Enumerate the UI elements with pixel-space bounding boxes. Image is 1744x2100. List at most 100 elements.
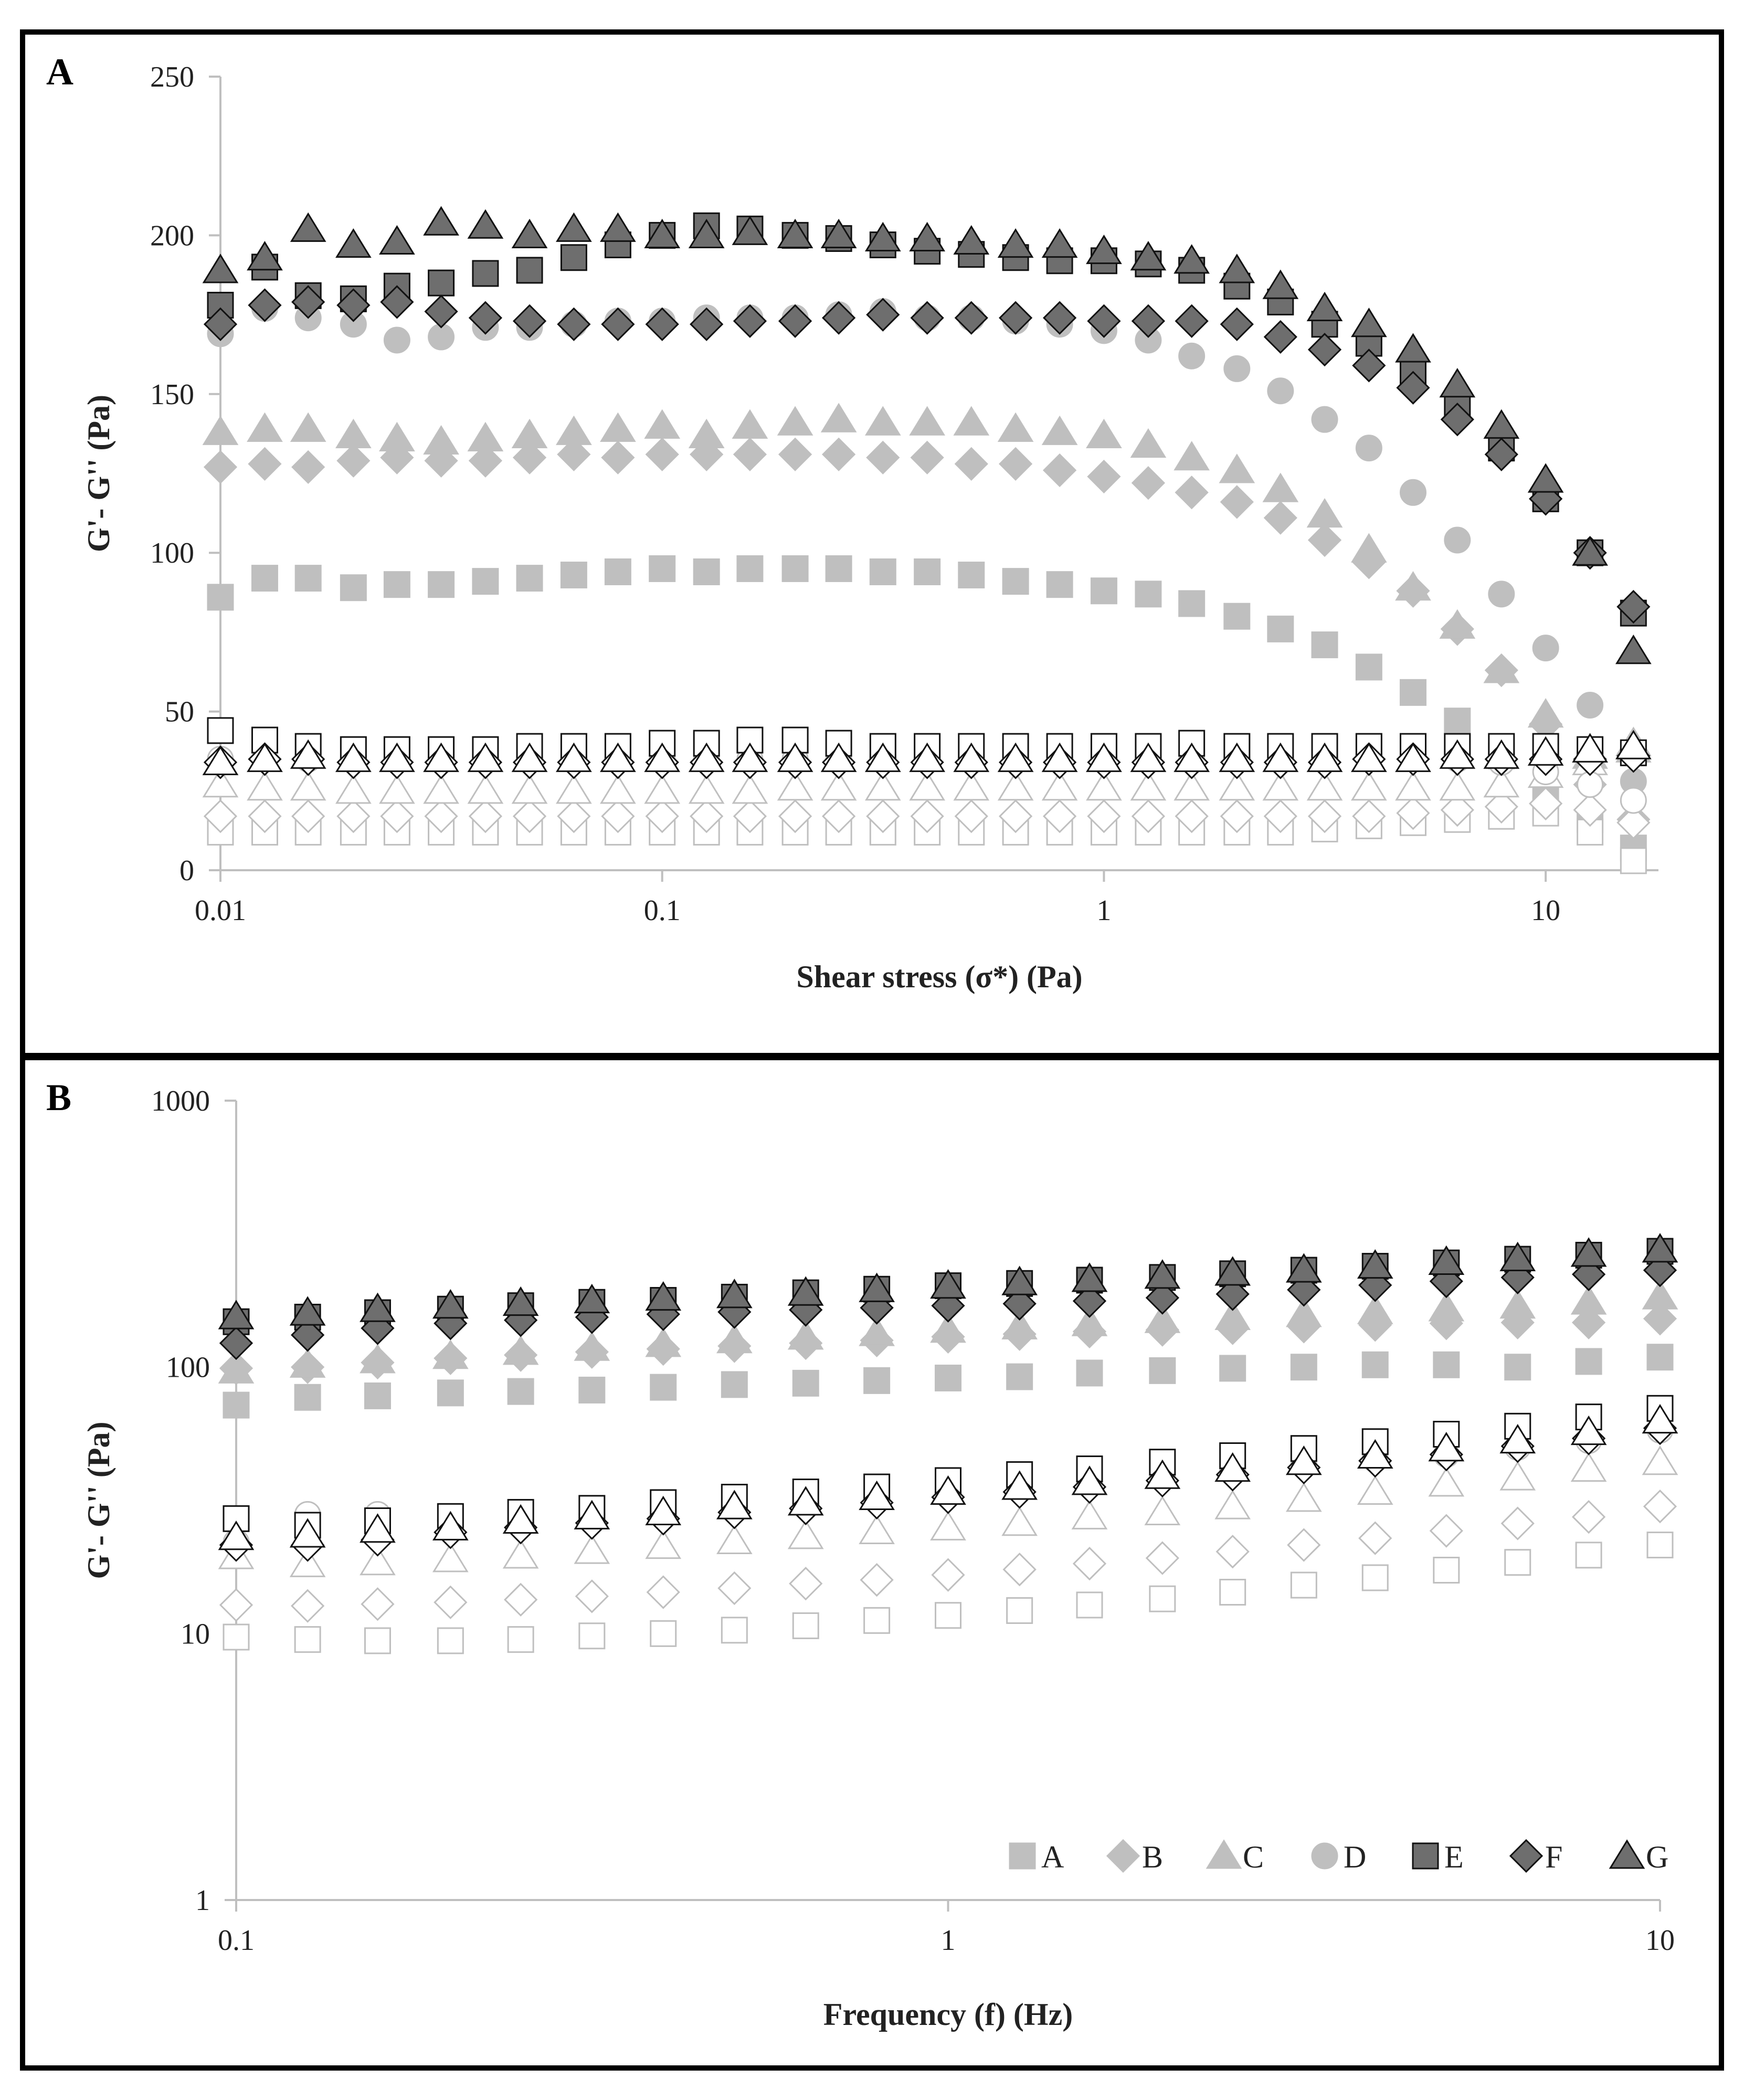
data-point [294, 1626, 321, 1653]
data-point [1042, 453, 1077, 488]
data-point [997, 412, 1034, 442]
data-point [910, 799, 944, 833]
data-point [223, 1623, 250, 1651]
data-point [437, 1627, 464, 1654]
data-point [1571, 1500, 1606, 1534]
data-point [1577, 692, 1604, 719]
data-point [1615, 635, 1652, 664]
data-point [864, 406, 901, 436]
data-point [1357, 1439, 1393, 1469]
data-point [1615, 730, 1652, 759]
data-point [379, 774, 415, 804]
data-point [1174, 742, 1210, 772]
data-point [1350, 308, 1387, 337]
series-c-storage [218, 1280, 1678, 1384]
data-point [935, 1602, 961, 1629]
data-point [437, 1379, 464, 1407]
data-point [1220, 307, 1254, 341]
data-point [360, 1292, 396, 1322]
x-axis-title: Shear stress (σ*) (Pa) [796, 959, 1082, 994]
data-point [935, 1364, 961, 1391]
data-point [864, 221, 901, 251]
data-point [716, 1490, 753, 1519]
data-point [1076, 1359, 1103, 1387]
data-point [247, 241, 283, 271]
data-point [1175, 476, 1209, 510]
data-point [1041, 771, 1078, 801]
data-point [290, 739, 326, 769]
data-point [574, 1283, 610, 1314]
data-point [1220, 485, 1254, 519]
data-point [910, 301, 944, 335]
data-point [335, 774, 372, 804]
data-point [1572, 536, 1608, 566]
data-point [1149, 1585, 1176, 1612]
data-point [688, 418, 725, 448]
data-point [424, 799, 458, 833]
data-point [1439, 771, 1476, 801]
data-point [1223, 603, 1251, 630]
data-point [1285, 1445, 1322, 1475]
panel-b-label: B [46, 1077, 72, 1118]
data-point [1433, 1351, 1460, 1378]
data-point [203, 799, 238, 833]
data-point [864, 771, 901, 801]
data-point [1352, 349, 1386, 383]
series-d-storage [207, 295, 1647, 795]
data-point [1306, 771, 1343, 801]
data-point [511, 774, 548, 804]
data-point [646, 1575, 680, 1609]
data-point [953, 225, 990, 255]
data-point [219, 1588, 253, 1622]
data-point [560, 562, 587, 589]
data-point [1570, 1452, 1607, 1482]
legend-marker-f [1509, 1839, 1544, 1873]
legend-label-a: A [1041, 1840, 1064, 1874]
data-point [1002, 1553, 1037, 1587]
y-tick-label: 50 [165, 696, 194, 729]
data-point [601, 307, 635, 341]
data-point [247, 771, 283, 801]
y-tick-label: 0 [179, 854, 194, 887]
y-tick-label: 1000 [151, 1085, 210, 1117]
data-point [1643, 1302, 1677, 1336]
data-point [998, 799, 1033, 833]
data-point [1090, 577, 1117, 605]
data-point [604, 558, 631, 585]
data-point [1214, 1490, 1251, 1519]
data-point [202, 415, 239, 445]
data-point [1439, 739, 1476, 769]
data-point [1527, 463, 1564, 493]
data-point [502, 1539, 539, 1569]
data-point [379, 421, 415, 452]
data-point [1488, 581, 1515, 608]
data-point [1575, 1542, 1602, 1569]
legend-marker-a [1009, 1842, 1036, 1870]
data-point [778, 437, 812, 471]
panel-a-label: A [46, 51, 73, 93]
data-point [1290, 1571, 1317, 1599]
data-point [360, 1513, 396, 1543]
data-point [1350, 533, 1387, 563]
data-point [247, 412, 283, 442]
data-point [1433, 1556, 1460, 1584]
data-point [863, 1607, 891, 1634]
data-point [1041, 415, 1078, 445]
data-point [294, 565, 322, 592]
data-point [512, 304, 547, 338]
data-point [792, 1612, 819, 1639]
data-point [1527, 698, 1564, 728]
data-point [1001, 1310, 1038, 1339]
data-point [1071, 1306, 1108, 1336]
data-point [1428, 1245, 1465, 1275]
data-point [1041, 742, 1078, 772]
data-point [1087, 304, 1121, 338]
legend-label-d: D [1344, 1840, 1366, 1874]
data-point [556, 774, 592, 804]
data-point [1307, 799, 1342, 833]
data-point [1311, 631, 1338, 659]
data-point [1429, 1514, 1463, 1548]
data-point [1355, 435, 1382, 462]
data-point [383, 571, 410, 598]
legend-label-g: G [1646, 1840, 1668, 1874]
